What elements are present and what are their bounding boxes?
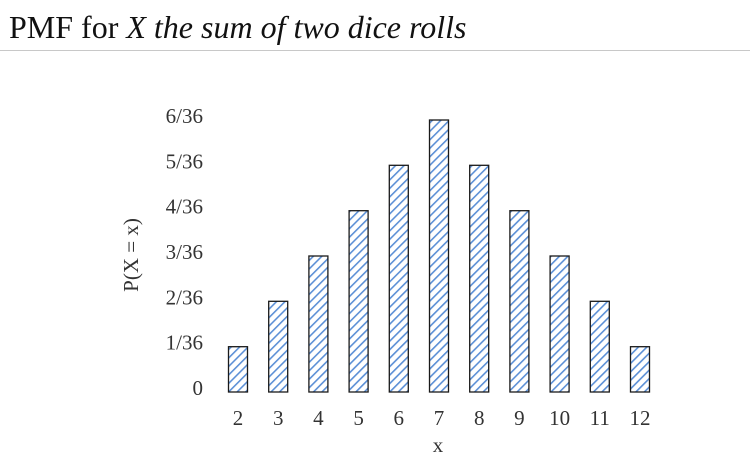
bar-x-3 bbox=[268, 300, 289, 393]
page-title: PMF for X the sum of two dice rolls bbox=[9, 8, 466, 46]
bar-x-9 bbox=[509, 210, 530, 393]
bar-x-6 bbox=[388, 164, 409, 393]
bar-x-8 bbox=[469, 164, 490, 393]
x-tick-label: 12 bbox=[630, 406, 651, 430]
x-tick-label: 11 bbox=[590, 406, 610, 430]
x-tick-label: 10 bbox=[549, 406, 570, 430]
x-tick-label: 6 bbox=[394, 406, 405, 430]
bar-x-7 bbox=[428, 119, 450, 393]
x-tick-label: 4 bbox=[313, 406, 324, 430]
x-tick-label: 3 bbox=[273, 406, 284, 430]
y-axis-label: P(X = x) bbox=[119, 218, 143, 292]
bar-x-10 bbox=[549, 255, 570, 393]
bar-x-12 bbox=[629, 346, 651, 393]
x-tick-label: 8 bbox=[474, 406, 485, 430]
y-tick-label: 3/36 bbox=[166, 240, 203, 264]
y-tick-label: 5/36 bbox=[166, 149, 203, 173]
bar-x-5 bbox=[348, 210, 369, 393]
y-tick-label: 6/36 bbox=[166, 104, 203, 128]
x-tick-label: 9 bbox=[514, 406, 525, 430]
x-tick-label: 7 bbox=[434, 406, 445, 430]
title-prefix: PMF for bbox=[9, 9, 127, 45]
x-axis-label: x bbox=[433, 433, 444, 457]
y-tick-label: 4/36 bbox=[166, 195, 203, 219]
y-axis-ticks: 0 1/36 2/36 3/36 4/36 5/36 6/36 bbox=[166, 104, 203, 400]
bar-x-11 bbox=[589, 300, 610, 393]
x-tick-label: 5 bbox=[353, 406, 364, 430]
y-tick-label: 0 bbox=[193, 376, 204, 400]
bar-x-4 bbox=[308, 255, 329, 393]
bar-x-2 bbox=[227, 346, 249, 393]
y-tick-label: 1/36 bbox=[166, 331, 203, 355]
x-tick-label: 2 bbox=[233, 406, 244, 430]
title-bar: PMF for X the sum of two dice rolls bbox=[0, 0, 750, 51]
y-tick-label: 2/36 bbox=[166, 285, 203, 309]
title-italic: X the sum of two dice rolls bbox=[126, 9, 467, 45]
bars bbox=[227, 119, 651, 393]
x-axis-ticks: 2 3 4 5 6 7 8 9 10 11 12 bbox=[233, 406, 651, 430]
